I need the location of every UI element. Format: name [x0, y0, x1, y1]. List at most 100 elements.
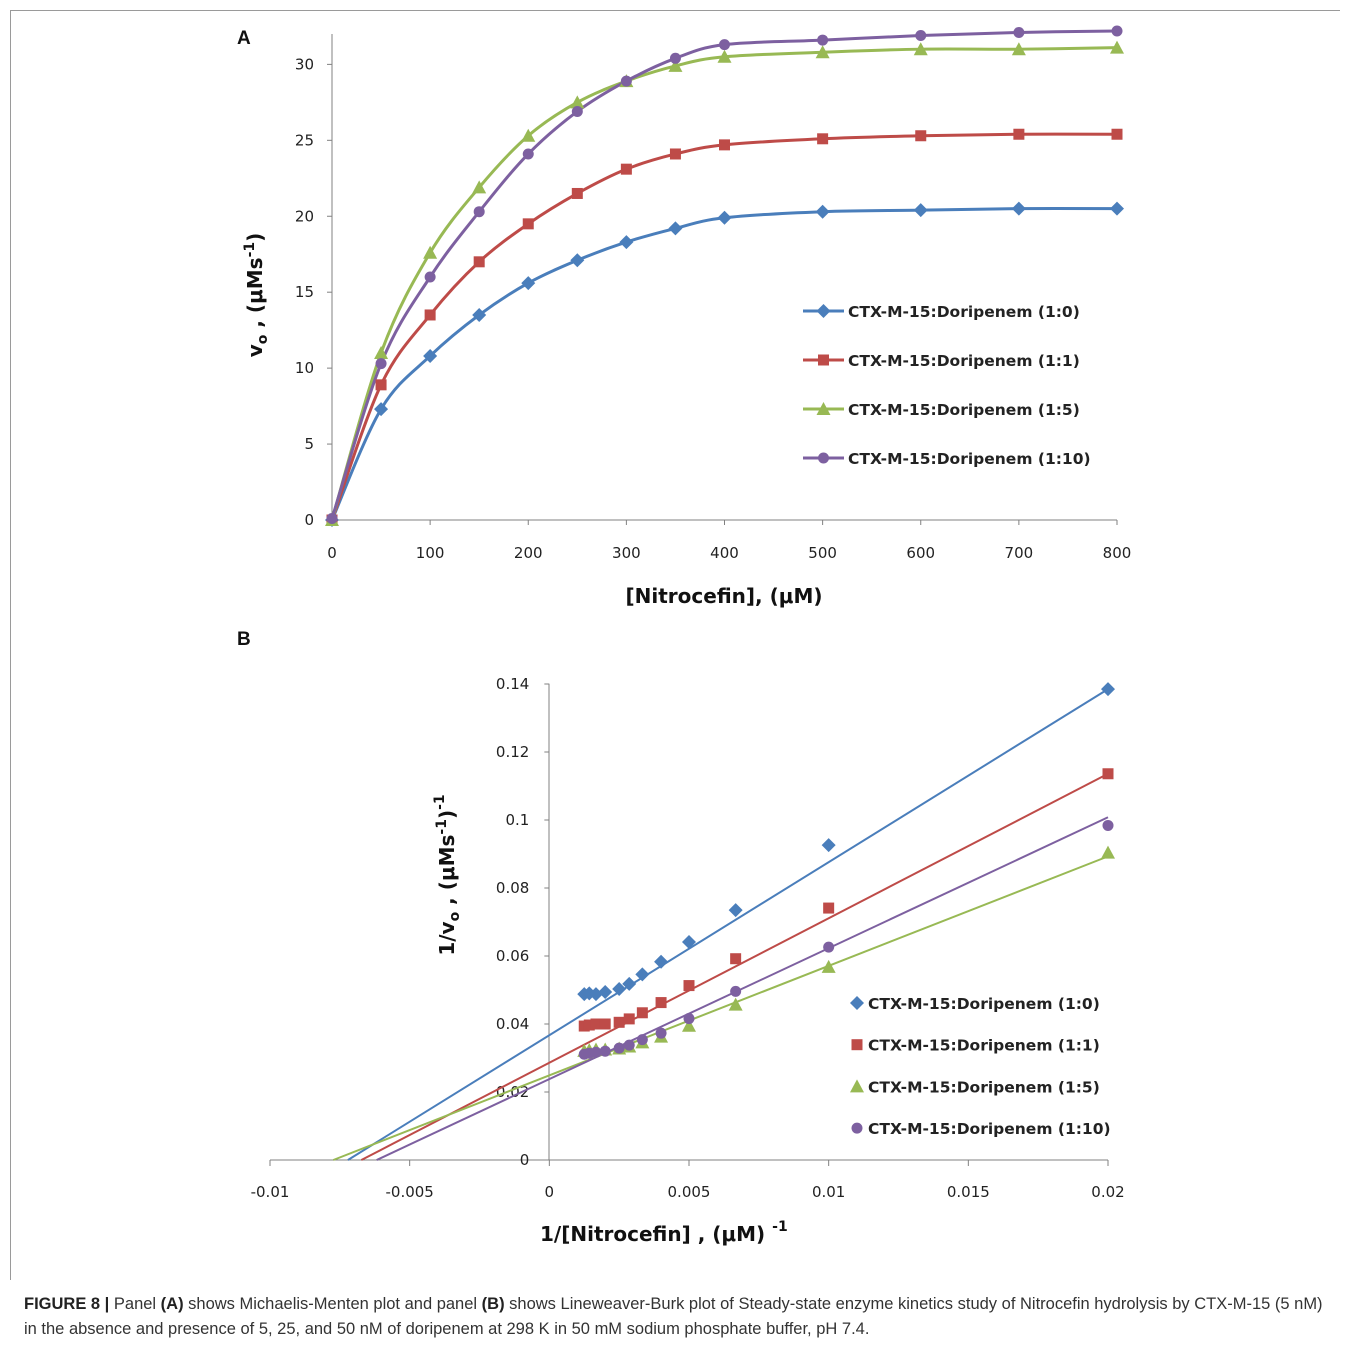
panel-b-letter: B — [237, 629, 251, 650]
panel-b-point-s2 — [583, 1019, 595, 1031]
panel-a-x-tick-label: 400 — [710, 544, 739, 562]
caption-panel-a-ref: (A) — [160, 1295, 184, 1313]
michaelis-menten-chart: 0 5 10 15 20 25 30 0 100 200 300 400 500 600 700 800 [… — [242, 25, 1131, 608]
panel-b-point-s2 — [599, 1018, 611, 1030]
panel-b-legend-label: CTX-M-15:Doripenem (1:0) — [868, 995, 1100, 1013]
panel-b-legend: CTX-M-15:Doripenem (1:0) CTX-M-15:Doripen… — [850, 995, 1111, 1138]
panel-a-x-tick-label: 0 — [327, 544, 337, 562]
panel-a-point-s4 — [571, 105, 583, 117]
panel-a-x-tick-label: 700 — [1005, 544, 1034, 562]
figure-frame — [10, 10, 1340, 1280]
panel-b-point-s1 — [622, 976, 637, 991]
panel-b-point-s2 — [1102, 768, 1114, 780]
panel-b-legend-label: CTX-M-15:Doripenem (1:10) — [868, 1120, 1111, 1138]
panel-b-point-s1 — [588, 987, 603, 1002]
panel-a-point-s3 — [668, 58, 683, 72]
caption-text-2: shows Michaelis-Menten plot and panel — [183, 1295, 482, 1313]
panel-b-legend-label: CTX-M-15:Doripenem (1:1) — [868, 1037, 1100, 1055]
panel-b-point-s2 — [655, 997, 667, 1009]
panel-a-point-s3 — [1110, 40, 1124, 54]
panel-a-y-tick-label: 0 — [304, 511, 314, 529]
panel-b-point-s1 — [654, 954, 669, 969]
panel-a-point-s3 — [521, 128, 536, 142]
caption-text-3: shows Lineweaver-Burk plot of Steady-sta… — [24, 1295, 1323, 1338]
panel-a-point-s4 — [522, 148, 534, 160]
panel-b-point-s1 — [635, 967, 650, 982]
panel-b-point-s3 — [821, 959, 836, 973]
panel-b-point-s4 — [730, 985, 742, 997]
panel-a-point-s4 — [375, 358, 387, 370]
panel-b-y-tick-label: 0.14 — [496, 675, 529, 693]
panel-a-point-s1 — [815, 204, 830, 219]
panel-a-point-s4 — [620, 75, 632, 87]
panel-a-y-axis-title: vo , (μMs-1) — [242, 233, 271, 358]
panel-b-y-tick-label: 0 — [520, 1151, 530, 1169]
panel-a-point-s2 — [424, 309, 436, 321]
panel-b-point-s4 — [599, 1045, 611, 1057]
panel-a-point-s2 — [571, 187, 583, 199]
panel-a-point-s2 — [1111, 128, 1123, 140]
panel-a-legend-marker — [818, 354, 829, 366]
panel-b-x-tick-label: 0.01 — [812, 1183, 845, 1201]
panel-a-point-s3 — [717, 49, 732, 63]
panel-b-point-s3 — [1101, 845, 1115, 859]
panel-a-point-s2 — [522, 218, 534, 230]
panel-b-point-s4 — [636, 1034, 648, 1046]
panel-a-y-tick-label: 30 — [295, 55, 314, 73]
panel-a-point-s2 — [669, 148, 681, 160]
caption-label: FIGURE 8 | — [24, 1295, 110, 1313]
panel-b-point-s1 — [1101, 682, 1115, 697]
panel-a-point-s2 — [915, 130, 927, 142]
panel-b-point-s4 — [590, 1046, 602, 1058]
panel-b-x-tick-label: 0.005 — [668, 1183, 711, 1201]
panel-b-point-s1 — [728, 903, 743, 918]
panel-b-point-s2 — [623, 1013, 635, 1025]
panel-b-y-tick-label: 0.08 — [496, 879, 529, 897]
figure-canvas: A 0 5 10 15 20 25 30 0 100 200 300 400 500 600 700 800… — [237, 25, 1131, 1246]
panel-a-legend: CTX-M-15:Doripenem (1:0) CTX-M-15:Doripen… — [803, 303, 1091, 468]
panel-a-point-s3 — [472, 180, 487, 194]
panel-a-legend-marker — [816, 402, 831, 415]
panel-a-point-s4 — [473, 206, 485, 218]
panel-a-point-s1 — [668, 221, 683, 236]
panel-b-legend-marker — [851, 1122, 863, 1134]
lineweaver-burk-chart: 0 0.02 0.04 0.06 0.08 0.1 0.12 0.14 -0.01 -0.005… — [251, 675, 1125, 1246]
panel-b-point-s2 — [636, 1007, 648, 1019]
panel-b-x-axis-title: 1/[Nitrocefin] , (μM) -1 — [540, 1219, 788, 1246]
panel-b-point-s3 — [728, 997, 743, 1011]
panel-b-x-tick-label: -0.005 — [385, 1183, 433, 1201]
panel-a-point-s1 — [913, 203, 928, 218]
panel-b-x-tick-label: 0 — [545, 1183, 555, 1201]
panel-a-y-tick-label: 20 — [295, 207, 314, 225]
caption-panel-b-ref: (B) — [481, 1295, 505, 1313]
panel-a-point-s2 — [375, 379, 387, 391]
panel-a-legend-marker — [818, 452, 829, 464]
panel-a-legend-marker — [816, 304, 831, 318]
panel-a-point-s3 — [374, 345, 389, 359]
panel-a-point-s1 — [423, 348, 438, 363]
panel-a-series-line-4 — [330, 29, 1118, 519]
panel-a-point-s4 — [424, 271, 436, 283]
panel-a-point-s3 — [1011, 42, 1026, 56]
panel-a-legend-label: CTX-M-15:Doripenem (1:10) — [848, 450, 1091, 468]
panel-a-point-s2 — [719, 139, 730, 151]
panel-a-point-s1 — [1110, 201, 1124, 216]
panel-a-x-tick-label: 200 — [514, 544, 543, 562]
panel-a-point-s4 — [1111, 25, 1123, 37]
panel-a-point-s2 — [620, 163, 632, 175]
panel-a-point-s1 — [570, 253, 585, 268]
figure-caption: FIGURE 8 | Panel (A) shows Michaelis-Men… — [24, 1292, 1324, 1342]
panel-a-point-s4 — [915, 30, 927, 42]
panel-b-x-tick-label: 0.015 — [947, 1183, 990, 1201]
panel-a-point-s1 — [374, 402, 389, 417]
panel-b-legend-label: CTX-M-15:Doripenem (1:5) — [868, 1078, 1100, 1096]
panel-a-x-tick-label: 800 — [1103, 544, 1132, 562]
panel-a-point-s4 — [719, 39, 730, 51]
panel-b-point-s1 — [682, 935, 696, 950]
panel-b-point-s2 — [683, 980, 695, 992]
panel-b-point-s2 — [613, 1016, 625, 1028]
panel-a-point-s1 — [717, 210, 732, 225]
panel-b-legend-marker — [850, 1079, 864, 1093]
panel-a-point-s3 — [815, 45, 830, 59]
panel-b-point-s2 — [590, 1018, 602, 1030]
